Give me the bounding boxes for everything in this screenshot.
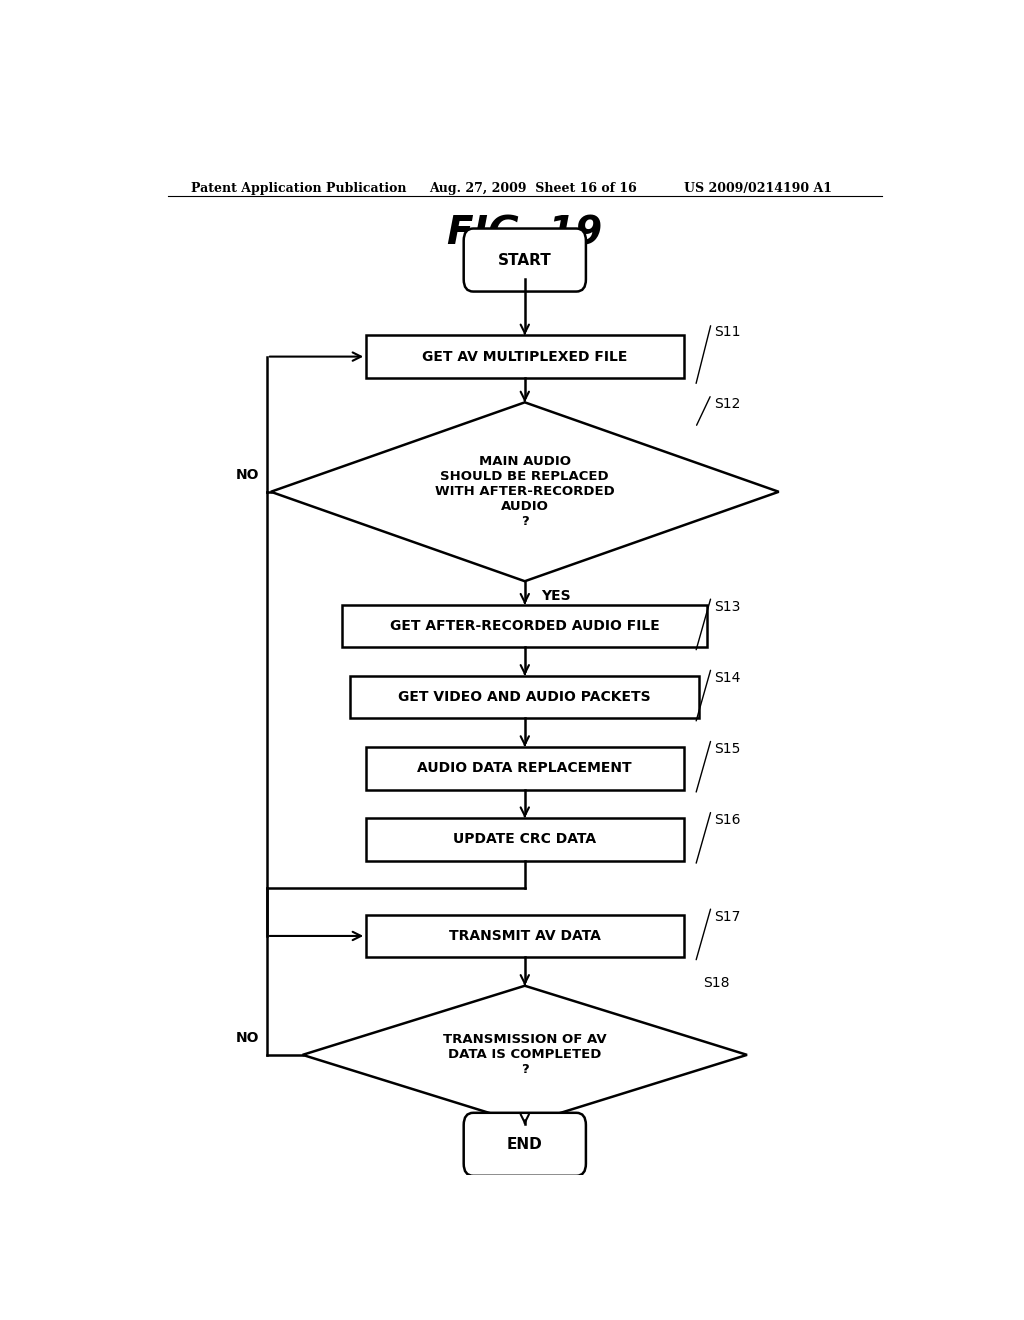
Text: TRANSMIT AV DATA: TRANSMIT AV DATA: [449, 929, 601, 942]
Text: NO: NO: [236, 467, 259, 482]
Text: S14: S14: [714, 671, 740, 685]
Polygon shape: [270, 403, 779, 581]
Text: S12: S12: [714, 397, 740, 412]
Text: GET AV MULTIPLEXED FILE: GET AV MULTIPLEXED FILE: [422, 350, 628, 363]
Text: START: START: [498, 252, 552, 268]
FancyBboxPatch shape: [464, 1113, 586, 1176]
Text: TRANSMISSION OF AV
DATA IS COMPLETED
?: TRANSMISSION OF AV DATA IS COMPLETED ?: [443, 1034, 606, 1076]
Text: FIG. 19: FIG. 19: [447, 214, 602, 252]
Text: YES: YES: [541, 589, 570, 603]
Bar: [367, 818, 684, 861]
Bar: [367, 915, 684, 957]
Bar: [367, 747, 684, 789]
Text: GET AFTER-RECORDED AUDIO FILE: GET AFTER-RECORDED AUDIO FILE: [390, 619, 659, 634]
FancyBboxPatch shape: [464, 228, 586, 292]
Text: END: END: [507, 1137, 543, 1152]
Bar: [350, 676, 699, 718]
Text: S18: S18: [703, 975, 730, 990]
Text: MAIN AUDIO
SHOULD BE REPLACED
WITH AFTER-RECORDED
AUDIO
?: MAIN AUDIO SHOULD BE REPLACED WITH AFTER…: [435, 455, 614, 528]
Text: AUDIO DATA REPLACEMENT: AUDIO DATA REPLACEMENT: [418, 762, 632, 775]
Text: S11: S11: [714, 325, 740, 339]
Text: S15: S15: [714, 742, 740, 756]
Text: S17: S17: [714, 909, 740, 924]
Polygon shape: [303, 986, 748, 1125]
Text: GET VIDEO AND AUDIO PACKETS: GET VIDEO AND AUDIO PACKETS: [398, 690, 651, 704]
Text: YES: YES: [541, 1130, 570, 1144]
Bar: [367, 335, 684, 378]
Text: US 2009/0214190 A1: US 2009/0214190 A1: [684, 182, 831, 195]
Text: Patent Application Publication: Patent Application Publication: [191, 182, 407, 195]
Text: Aug. 27, 2009  Sheet 16 of 16: Aug. 27, 2009 Sheet 16 of 16: [430, 182, 637, 195]
Text: S13: S13: [714, 599, 740, 614]
Text: S16: S16: [714, 813, 740, 826]
Text: NO: NO: [236, 1031, 259, 1044]
Bar: [342, 605, 708, 647]
Text: UPDATE CRC DATA: UPDATE CRC DATA: [454, 833, 596, 846]
